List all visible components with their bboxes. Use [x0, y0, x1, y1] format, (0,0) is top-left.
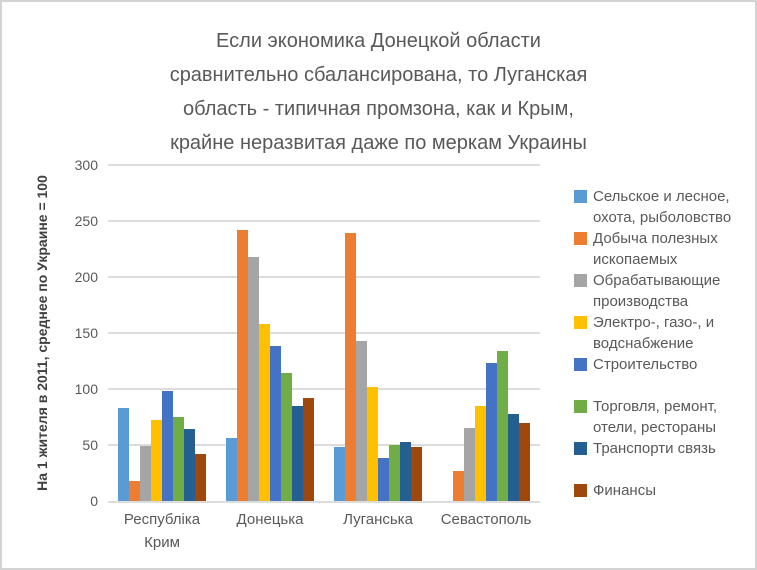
legend-item: Электро-, газо-, и водснабжение — [574, 312, 755, 354]
x-category-label: Донецька — [236, 511, 304, 528]
legend-swatch-icon — [574, 400, 587, 413]
legend-swatch-icon — [574, 484, 587, 497]
bar — [475, 406, 486, 501]
x-category-label: Луганська — [343, 511, 413, 528]
legend-swatch-icon — [574, 316, 587, 329]
legend-item: Транспорти связь — [574, 438, 755, 480]
bar — [292, 406, 303, 501]
legend-swatch-icon — [574, 190, 587, 203]
legend-label: Транспорти связь — [593, 440, 716, 457]
legend-swatch-icon — [574, 358, 587, 371]
legend-item: Сельское и лесное, охота, рыболовство — [574, 186, 755, 228]
bar — [497, 351, 508, 501]
legend-swatch-icon — [574, 232, 587, 245]
y-tick-label: 150 — [74, 325, 98, 341]
bar — [411, 447, 422, 501]
bar — [453, 471, 464, 501]
y-tick-label: 200 — [74, 269, 98, 285]
gridline — [108, 501, 540, 503]
legend-item: Финансы — [574, 480, 755, 522]
legend-label: Финансы — [593, 482, 656, 499]
bar — [118, 408, 129, 501]
bar — [356, 341, 367, 501]
legend-label: Электро-, газо-, и водснабжение — [593, 314, 715, 352]
gridline — [108, 164, 540, 166]
bar — [345, 233, 356, 501]
bar — [378, 458, 389, 501]
chart-title-line: область - типичная промзона, как и Крым, — [183, 98, 574, 120]
chart-title: Если экономика Донецкой области сравнител… — [32, 24, 725, 160]
plot-area — [108, 164, 540, 503]
chart-title-line: сравнительно сбалансирована, то Луганска… — [169, 64, 588, 86]
legend-item: Обрабатывающие производства — [574, 270, 755, 312]
bar — [464, 428, 475, 501]
bar — [400, 442, 411, 501]
bar — [334, 447, 345, 501]
y-tick-label: 300 — [74, 157, 98, 173]
bar — [237, 230, 248, 501]
legend-label: Сельское и лесное, охота, рыболовство — [593, 188, 732, 226]
bar — [151, 420, 162, 501]
legend: Сельское и лесное, охота, рыболовство Доб… — [574, 2, 755, 568]
bar — [367, 387, 378, 501]
bar — [226, 438, 237, 501]
bar — [129, 481, 140, 501]
bar — [195, 454, 206, 501]
bar — [519, 423, 530, 501]
bar — [281, 373, 292, 501]
y-tick-label: 50 — [82, 437, 98, 453]
bar — [389, 445, 400, 501]
bar — [270, 346, 281, 501]
x-category-label: Республіка Крим — [123, 511, 201, 551]
legend-label: Строительство — [593, 356, 698, 373]
legend-item: Торговля, ремонт, отели, рестораны — [574, 396, 755, 438]
bar — [162, 391, 173, 501]
y-tick-label: 100 — [74, 381, 98, 397]
legend-item: Добыча полезных ископаемых — [574, 228, 755, 270]
y-tick-label: 250 — [74, 213, 98, 229]
bar — [303, 398, 314, 501]
gridline — [108, 276, 540, 278]
chart-title-line: Если экономика Донецкой области — [216, 30, 541, 52]
legend-label: Добыча полезных ископаемых — [593, 230, 718, 268]
chart-title-line: крайне неразвитая даже по меркам Украины — [170, 132, 587, 154]
bar — [140, 446, 151, 501]
gridline — [108, 388, 540, 390]
legend-swatch-icon — [574, 274, 587, 287]
bar — [173, 417, 184, 501]
bar — [184, 429, 195, 501]
bar — [248, 257, 259, 501]
gridline — [108, 332, 540, 334]
legend-swatch-icon — [574, 442, 587, 455]
legend-item: Строительство — [574, 354, 755, 396]
bar — [508, 414, 519, 501]
legend-label: Обрабатывающие производства — [593, 272, 721, 310]
bar — [259, 324, 270, 501]
gridline — [108, 444, 540, 446]
y-axis-title: На 1 жителя в 2011, среднее по Украине =… — [34, 175, 50, 491]
x-category-label: Севастополь — [440, 511, 532, 528]
bar — [486, 363, 497, 501]
gridline — [108, 220, 540, 222]
y-tick-label: 0 — [90, 493, 98, 509]
legend-label: Торговля, ремонт, отели, рестораны — [593, 398, 717, 436]
